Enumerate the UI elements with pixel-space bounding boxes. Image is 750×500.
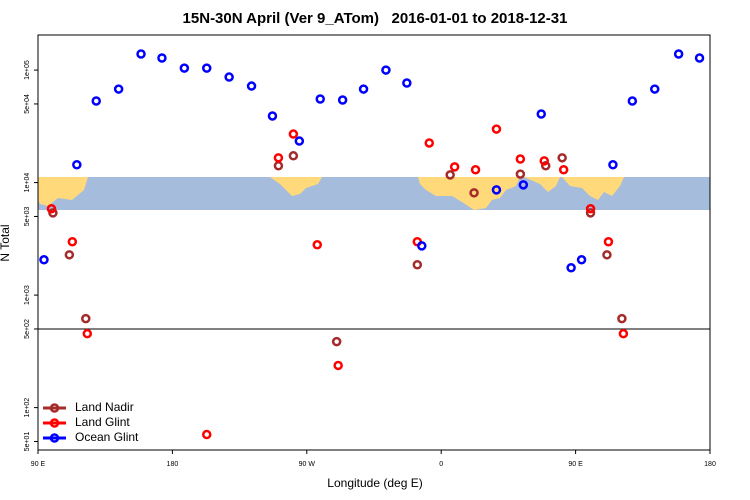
point — [515, 154, 526, 164]
point — [82, 328, 93, 339]
point — [618, 328, 629, 339]
point — [585, 204, 596, 214]
point — [136, 49, 146, 59]
point — [312, 240, 323, 250]
point — [536, 109, 547, 119]
legend-marker — [49, 403, 60, 413]
point — [602, 250, 612, 260]
point — [333, 360, 343, 371]
x-tick-label: 0 — [439, 461, 443, 468]
legend-marker — [49, 418, 60, 428]
x-tick-label: 180 — [167, 461, 179, 468]
point — [267, 111, 278, 121]
point — [673, 49, 684, 59]
point — [201, 63, 212, 73]
y-tick-label: 5e+01 — [24, 432, 31, 452]
chart-title: 15N-30N April (Ver 9_ATom) 2016-01-01 to… — [183, 10, 568, 27]
point — [417, 241, 427, 251]
point — [617, 313, 627, 324]
point — [288, 129, 299, 139]
point — [576, 255, 587, 265]
point — [157, 53, 167, 63]
y-tick-label: 1e+05 — [24, 60, 31, 80]
point — [273, 161, 284, 171]
point — [449, 162, 460, 172]
point — [315, 94, 325, 104]
point — [381, 65, 391, 75]
point — [491, 124, 502, 134]
y-tick-label: 1e+04 — [24, 173, 31, 193]
point — [424, 138, 435, 148]
x-tick-label: 180 — [704, 461, 716, 468]
point — [331, 336, 342, 347]
point — [294, 136, 305, 146]
legend-label: Land Nadir — [75, 400, 134, 414]
point — [515, 169, 526, 179]
x-tick-label: 90 E — [568, 461, 583, 468]
point — [67, 236, 78, 247]
point — [585, 208, 596, 218]
legend-label: Land Glint — [75, 415, 130, 429]
point — [557, 153, 567, 163]
y-axis-label: N Total — [0, 224, 12, 261]
x-tick-label: 90 W — [299, 461, 316, 468]
point — [337, 95, 348, 105]
plot-frame — [37, 34, 711, 451]
point — [246, 81, 257, 91]
point — [39, 255, 49, 265]
point — [402, 78, 412, 88]
point — [539, 156, 549, 166]
x-axis-label: Longitude (deg E) — [327, 476, 422, 490]
point — [412, 260, 423, 270]
point — [540, 161, 551, 171]
point — [566, 263, 576, 273]
point — [224, 72, 234, 82]
y-tick-label: 5e+04 — [24, 94, 31, 114]
map-strip — [38, 177, 710, 210]
legend-marker — [49, 433, 60, 443]
point — [491, 185, 502, 195]
point — [179, 63, 190, 73]
point — [608, 160, 618, 170]
point — [91, 96, 101, 106]
point — [72, 160, 82, 170]
x-tick-label: 90 E — [31, 461, 46, 468]
y-tick-label: 1e+02 — [24, 398, 31, 418]
point — [81, 313, 91, 324]
point — [603, 236, 614, 247]
point — [201, 429, 212, 440]
point — [288, 151, 299, 161]
legend-label: Ocean Glint — [75, 430, 139, 444]
point — [649, 84, 660, 94]
y-tick-label: 5e+03 — [24, 207, 31, 227]
point — [518, 180, 529, 190]
point — [470, 165, 481, 175]
point — [113, 84, 124, 94]
point — [64, 250, 75, 260]
point — [358, 84, 369, 94]
point — [558, 165, 569, 175]
point — [627, 96, 638, 106]
y-tick-label: 5e+02 — [24, 319, 31, 339]
point — [445, 170, 455, 180]
point — [46, 204, 57, 214]
point — [469, 188, 479, 198]
point — [694, 53, 705, 63]
point — [273, 153, 284, 163]
y-tick-label: 1e+03 — [24, 285, 31, 305]
